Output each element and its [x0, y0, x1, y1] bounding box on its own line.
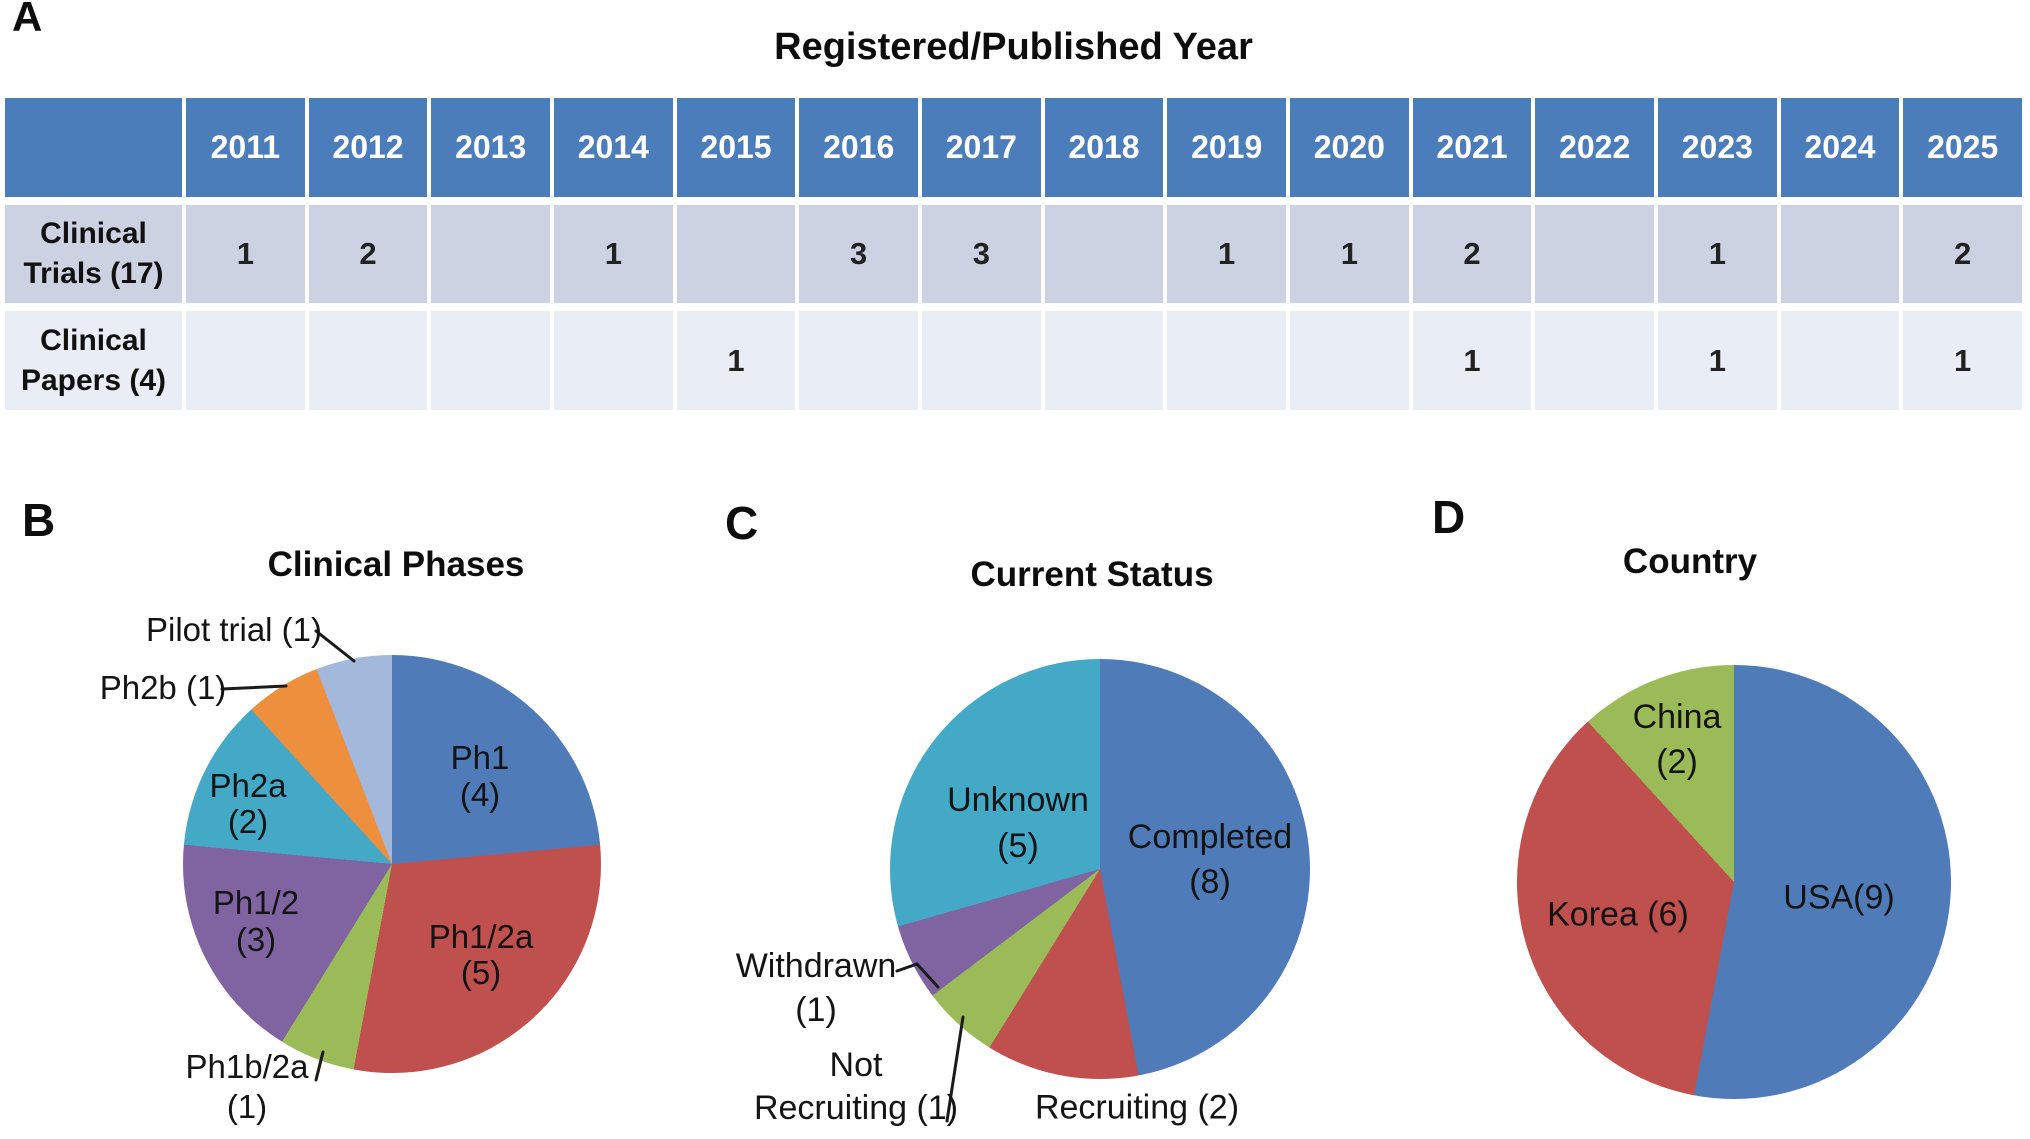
year-header-cell: 2025	[1903, 98, 2022, 197]
year-header-cell: 2012	[308, 98, 428, 197]
table-value-cell: 1	[1903, 311, 2022, 410]
table-value-cell	[308, 311, 428, 410]
pie-b-label-pilot-trial: Pilot trial (1)	[145, 611, 323, 648]
pie-d-label-usa: USA(9)	[1783, 878, 1895, 917]
pie-b-label-ph1-2a: Ph1/2a (5)	[428, 918, 534, 991]
pie-b-label-ph2b: Ph2b (1)	[99, 669, 227, 706]
table-value-cell: 1	[676, 311, 796, 410]
year-header-cell: 2022	[1535, 98, 1654, 197]
table-corner-cell	[5, 98, 182, 197]
table-value-cell: 1	[553, 205, 673, 303]
pie-c-title: Current Status	[970, 555, 1214, 594]
pie-b-label-ph1-2: Ph1/2 (3)	[212, 884, 300, 958]
table-value-cell: 1	[1167, 205, 1286, 303]
pie-chart-clinical-phases	[183, 655, 601, 1073]
row-label-cell: Clinical Trials (17)	[5, 205, 182, 303]
table-value-cell	[1535, 205, 1654, 303]
table-value-cell	[1780, 205, 1900, 303]
table-value-cell	[431, 205, 550, 303]
year-header-cell: 2015	[676, 98, 796, 197]
table-value-cell: 1	[1657, 311, 1777, 410]
table-value-cell	[1535, 311, 1654, 410]
table-value-cell	[676, 205, 796, 303]
pie-chart-country	[1517, 665, 1951, 1099]
table-value-cell: 1	[186, 205, 305, 303]
year-header-cell: 2017	[921, 98, 1041, 197]
table-value-cell: 1	[1412, 311, 1532, 410]
pie-b-title: Clinical Phases	[267, 545, 525, 584]
year-header-cell: 2019	[1167, 98, 1286, 197]
table-value-cell: 1	[1657, 205, 1777, 303]
year-header-cell: 2018	[1044, 98, 1164, 197]
year-header-cell: 2011	[186, 98, 305, 197]
pie-c-label-recruiting: Recruiting (2)	[1034, 1088, 1240, 1127]
pie-c-label-completed: Completed (8)	[1127, 818, 1293, 901]
panel-b-letter: B	[22, 494, 56, 546]
table-value-cell	[921, 311, 1041, 410]
table-value-cell: 2	[1412, 205, 1532, 303]
pie-d-label-korea: Korea (6)	[1547, 895, 1689, 934]
pie-d-title: Country	[1622, 542, 1758, 581]
pie-c-label-not-recruiting: Not Recruiting (1)	[753, 1046, 959, 1127]
table-value-cell	[1289, 311, 1409, 410]
table-value-cell: 3	[921, 205, 1041, 303]
table-value-cell: 3	[799, 205, 918, 303]
year-header-cell: 2024	[1780, 98, 1900, 197]
row-label-cell: Clinical Papers (4)	[5, 311, 182, 410]
table-value-cell: 2	[1903, 205, 2022, 303]
year-header-cell: 2016	[799, 98, 918, 197]
table-value-cell	[799, 311, 918, 410]
table-value-cell	[553, 311, 673, 410]
pie-b-label-ph2a: Ph2a (2)	[209, 767, 287, 840]
table-value-cell	[1044, 205, 1164, 303]
pie-chart-current-status	[890, 659, 1310, 1079]
year-header-cell: 2023	[1657, 98, 1777, 197]
pie-c-label-unknown: Unknown (5)	[947, 781, 1089, 865]
table-value-cell	[1044, 311, 1164, 410]
year-table: 2011 2012 2013 2014 2015 2016 2017 2018 2019 2020…	[5, 98, 2022, 410]
year-header-cell: 2021	[1412, 98, 1532, 197]
panel-d-letter: D	[1432, 491, 1466, 543]
table-value-cell	[1167, 311, 1286, 410]
table-value-cell	[186, 311, 305, 410]
pie-b-label-ph1: Ph1 (4)	[450, 739, 510, 813]
year-header-cell: 2014	[553, 98, 673, 197]
table-value-cell: 1	[1289, 205, 1409, 303]
year-header-cell: 2013	[431, 98, 550, 197]
table-value-cell: 2	[308, 205, 428, 303]
panel-c-letter: C	[725, 497, 759, 549]
year-header-cell: 2020	[1289, 98, 1409, 197]
pie-d-label-china: China (2)	[1632, 698, 1722, 781]
pie-b-label-ph1b-2a: Ph1b/2a (1)	[185, 1048, 309, 1125]
panel-a-letter: A	[12, 0, 43, 40]
pie-c-label-withdrawn: Withdrawn (1)	[735, 947, 897, 1029]
table-title: Registered/Published Year	[774, 26, 1253, 68]
table-value-cell	[431, 311, 550, 410]
table-value-cell	[1780, 311, 1900, 410]
